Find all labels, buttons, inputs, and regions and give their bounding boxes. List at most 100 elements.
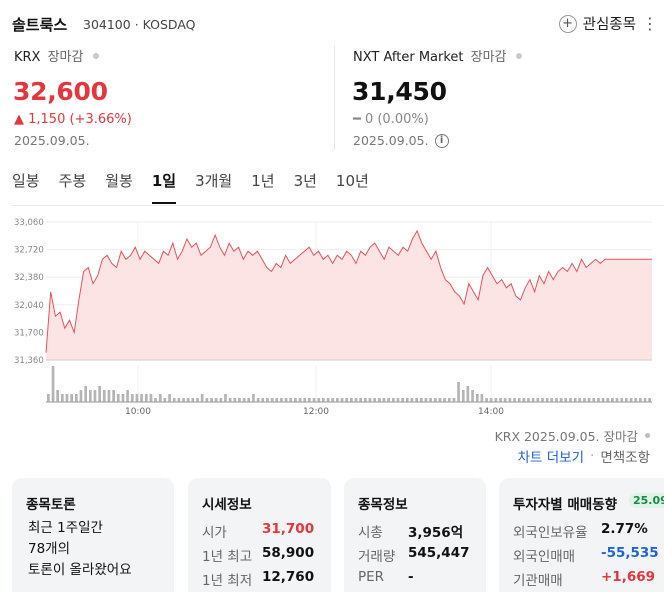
volume-bar	[158, 394, 162, 402]
intraday-price-chart[interactable]: 33,060 32,720 32,380 32,040 31,700 31,360 10:0…	[0, 208, 664, 420]
volume-bar	[517, 398, 521, 402]
tab-weekly[interactable]: 주봉	[58, 172, 87, 190]
volume-bar	[597, 398, 600, 402]
volume-bar	[559, 398, 563, 402]
volume-bar	[191, 398, 195, 402]
info-row: 거래량 545,447	[358, 545, 470, 565]
volume-bar	[280, 398, 283, 402]
volume-bar	[573, 398, 577, 402]
disclaimer-link[interactable]: 면책조항	[600, 450, 650, 466]
volume-bar	[424, 398, 428, 402]
volume-bar	[634, 398, 638, 402]
volume-bar	[266, 398, 269, 402]
tab-1year[interactable]: 1년	[251, 172, 275, 190]
volume-bar	[392, 398, 395, 402]
tab-3months[interactable]: 3개월	[195, 172, 233, 190]
discussion-title: 종목토론	[26, 497, 76, 513]
volume-bar	[312, 398, 316, 402]
volume-bar	[457, 382, 460, 402]
volume-bar	[564, 398, 568, 402]
chart-period-tabs: 일봉 주봉 월봉 1일 3개월 1년 3년 10년	[12, 170, 388, 204]
info-label: 외국인매매	[513, 549, 576, 565]
volume-bar	[256, 398, 260, 402]
info-value: 58,900	[262, 545, 315, 561]
market-divider	[334, 46, 335, 150]
volume-bar	[601, 398, 605, 402]
info-label: PER	[358, 569, 385, 585]
nxt-status: 장마감	[470, 50, 507, 65]
volume-bar	[126, 390, 129, 402]
krx-date: 2025.09.05.	[14, 133, 90, 148]
add-favorite-button[interactable]: + 관심종목 ⋮	[558, 13, 658, 34]
discussion-line: 토론이 올라왔어요	[28, 562, 132, 578]
tab-monthly[interactable]: 월봉	[105, 172, 133, 190]
volume-bar	[65, 394, 69, 402]
more-options-icon[interactable]: ⋮	[642, 14, 658, 33]
volume-bar	[648, 398, 651, 402]
info-label: 1년 최고	[202, 549, 253, 565]
investor-trend-card[interactable]: 투자자별 매매동향 25.09. 외국인보유율 2.77% 외국인매매 -55,…	[499, 478, 664, 592]
volume-bar	[93, 390, 97, 402]
volume-bar	[182, 398, 185, 402]
info-icon[interactable]: i	[434, 133, 449, 148]
info-label: 거래량	[358, 549, 396, 565]
volume-bar	[471, 390, 474, 402]
volume-bar	[172, 398, 176, 402]
info-label: 시가	[202, 525, 227, 541]
tab-3years[interactable]: 3년	[293, 172, 317, 190]
volume-bar	[583, 398, 586, 402]
info-value: 2.77%	[601, 521, 648, 537]
krx-title: KRX	[14, 50, 41, 65]
info-row: 1년 최고 58,900	[202, 545, 314, 565]
volume-bar	[98, 386, 101, 402]
volume-bar	[61, 394, 64, 402]
tab-daily[interactable]: 일봉	[12, 172, 40, 190]
volume-bar	[433, 398, 437, 402]
volume-bar	[536, 398, 540, 402]
info-row: 외국인매매 -55,535	[513, 545, 659, 565]
volume-bar	[494, 398, 498, 402]
y-tick-label: 31,700	[14, 328, 44, 338]
volume-bar	[531, 398, 535, 402]
volume-bar	[247, 398, 251, 402]
favorite-label: 관심종목	[582, 17, 636, 33]
volume-bar	[625, 398, 628, 402]
volume-bar	[429, 398, 432, 402]
stock-info-card[interactable]: 종목정보 시총 3,956억 거래량 545,447 PER -	[344, 478, 486, 592]
volume-bar	[275, 398, 279, 402]
chart-more-link[interactable]: 차트 더보기	[517, 450, 585, 466]
price-line	[45, 229, 652, 353]
volume-bar	[70, 394, 73, 402]
volume-bar	[331, 398, 335, 402]
tab-1day[interactable]: 1일	[151, 170, 177, 204]
volume-bar	[447, 398, 451, 402]
volume-bar	[233, 398, 237, 402]
info-value: -	[408, 569, 414, 585]
info-row: 1년 최저 12,760	[202, 569, 314, 589]
status-dot-icon	[515, 52, 522, 59]
volume-bar	[639, 398, 642, 402]
volume-bar	[228, 398, 232, 402]
volume-bar	[461, 390, 465, 402]
volume-bar	[550, 398, 554, 402]
volume-bar	[89, 390, 92, 402]
krx-price: 32,600	[13, 77, 108, 106]
volume-bar	[326, 398, 330, 402]
volume-bar	[513, 398, 516, 402]
volume-bar	[643, 398, 647, 402]
plus-icon: +	[558, 14, 577, 33]
discussion-card[interactable]: 종목토론 최근 1주일간 78개의 토론이 올라왔어요	[12, 478, 174, 592]
market-info-card[interactable]: 시세정보 시가 31,700 1년 최고 58,900 1년 최저 12,760	[188, 478, 331, 592]
volume-bar	[569, 398, 572, 402]
volume-bar	[382, 398, 386, 402]
volume-bar	[200, 394, 204, 402]
volume-bar	[317, 398, 321, 402]
volume-bar	[629, 398, 633, 402]
y-tick-label: 33,060	[14, 218, 44, 228]
tab-10years[interactable]: 10년	[335, 172, 369, 190]
y-tick-label: 31,360	[14, 356, 44, 366]
volume-bar	[336, 398, 339, 402]
volume-bar	[606, 398, 610, 402]
volume-bar	[443, 398, 446, 402]
volume-bar	[75, 394, 78, 402]
